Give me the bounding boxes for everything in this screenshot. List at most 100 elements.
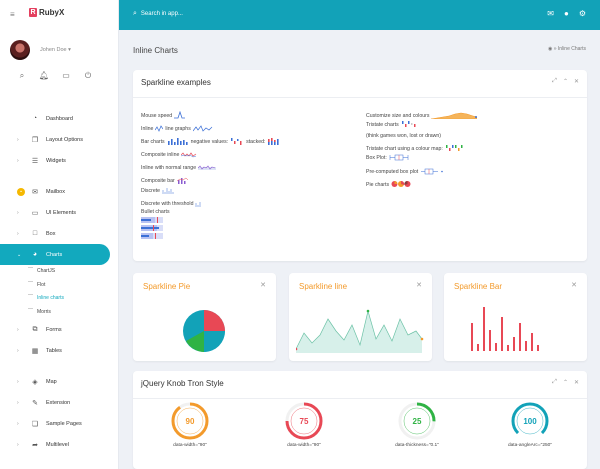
sidebar-item-multilevel[interactable]: › ➦ Multilevel xyxy=(0,434,119,455)
knob-75[interactable]: 75 data-width="90" xyxy=(274,401,334,448)
sidebar-sub-flot[interactable]: — Flot xyxy=(0,279,119,293)
knob-dial[interactable]: 25 xyxy=(397,401,437,441)
search-icon[interactable]: ⌕ xyxy=(19,71,25,80)
close-icon[interactable]: ✕ xyxy=(260,282,266,289)
sidebar-item-ui-elements[interactable]: › ▭ UI Elements xyxy=(0,202,119,223)
sidebar-item-tables[interactable]: › ▦ Tables xyxy=(0,340,119,361)
logo[interactable]: R RubyX xyxy=(29,8,64,17)
knob-dial[interactable]: 100 xyxy=(510,401,550,441)
sidebar-item-dashboard[interactable]: ◔ Dashboard xyxy=(0,108,119,129)
spark-label: Inline xyxy=(141,126,154,132)
spark-row: Inline with normal range xyxy=(141,158,361,171)
pie-charts-spark xyxy=(391,180,411,187)
dash-icon: — xyxy=(28,292,33,298)
expand-icon[interactable]: ⤢ xyxy=(552,78,557,84)
spark-row: Mouse speed xyxy=(141,106,361,119)
sidebar-item-extension[interactable]: › ✎ Extension xyxy=(0,392,119,413)
card-tools: ⤢ ⌃ ✕ xyxy=(546,379,579,386)
brand: ≡ R RubyX xyxy=(0,0,119,30)
knob-value: 25 xyxy=(413,417,422,426)
user-name: Johen Doe ▾ xyxy=(40,47,71,53)
custom-colour-spark xyxy=(431,112,478,119)
user-profile[interactable]: Johen Doe ▾ xyxy=(10,40,71,60)
close-icon[interactable]: ✕ xyxy=(573,79,579,85)
sidebar-item-map[interactable]: › ◈ Map xyxy=(0,371,119,392)
avatar xyxy=(10,40,30,60)
spark-label: Tristate charts xyxy=(366,122,399,128)
spark-label: Bullet charts xyxy=(141,209,170,215)
spark-row: Bar charts negative values: stacked: xyxy=(141,132,361,145)
chevron-right-icon: › xyxy=(17,230,19,237)
sidebar-item-forms[interactable]: › ⧉ Forms xyxy=(0,319,119,340)
sidebar-item-label: Layout Options xyxy=(46,136,83,143)
chevron-right-icon: › xyxy=(17,420,19,427)
chevron-right-icon: › xyxy=(17,157,19,164)
sidebar: ≡ R RubyX Johen Doe ▾ ⌕ 🔔︎ ▭ ⏻ ◔ Dashboa… xyxy=(0,0,119,469)
sidebar-item-label: Box xyxy=(46,230,56,237)
chevron-right-icon: › xyxy=(17,399,19,406)
spark-label: Mouse speed xyxy=(141,113,173,119)
sidebar-sub-label: Morris xyxy=(37,308,51,315)
sidebar-item-label: Charts xyxy=(46,251,63,258)
mail-icon[interactable]: ✉ xyxy=(547,9,554,18)
table-icon: ▦ xyxy=(31,347,39,355)
gear-icon[interactable]: ⚙ xyxy=(578,9,586,18)
close-icon[interactable]: ✕ xyxy=(573,380,579,386)
sidebar-sub-chartjs[interactable]: — ChartJS xyxy=(0,265,119,279)
spark-label: Customize size and colours xyxy=(366,113,430,119)
sidebar-item-box[interactable]: › □ Box xyxy=(0,223,119,244)
precomputed-box-plot-spark xyxy=(421,168,444,175)
collapse-icon[interactable]: ⌃ xyxy=(562,380,568,386)
knob-25[interactable]: 25 data-thickness="0.1" xyxy=(387,401,447,448)
extension-icon: ✎ xyxy=(32,399,38,407)
divider xyxy=(133,97,587,98)
spark-label: Pre-computed box plot xyxy=(366,169,419,175)
divider xyxy=(0,361,119,371)
spark-row: Composite bar xyxy=(141,171,361,184)
knob-value: 100 xyxy=(523,417,537,426)
dash-icon: — xyxy=(28,278,33,285)
hamburger-icon[interactable]: ≡ xyxy=(10,10,15,19)
sidebar-sub-morris[interactable]: — Morris xyxy=(0,306,119,320)
sidebar-item-charts[interactable]: ⌄ ◕ Charts xyxy=(0,244,110,265)
topbar-icons: ✉ ● ⚙ xyxy=(537,9,586,18)
bell-icon[interactable]: 🔔︎ xyxy=(38,71,50,80)
sidebar-item-sample-pages[interactable]: › ❏ Sample Pages xyxy=(0,413,119,434)
knob-dial[interactable]: 90 xyxy=(170,401,210,441)
search-input[interactable]: ⌕ Search in app... xyxy=(133,10,183,18)
sidebar-item-mailbox[interactable]: • ✉ Mailbox xyxy=(0,181,119,202)
eye-icon[interactable]: ◉ xyxy=(547,46,553,52)
page-title: Inline Charts xyxy=(133,46,178,55)
chevron-right-icon: › xyxy=(17,209,19,216)
logo-mark-icon: R xyxy=(29,8,37,17)
knob-card: jQuery Knob Tron Style ⤢ ⌃ ✕ 90 data-wid… xyxy=(133,371,587,469)
sparkline-list-left: Mouse speed Inline line graphs Bar chart… xyxy=(141,106,361,241)
power-icon[interactable]: ⏻ xyxy=(84,71,92,80)
tristate-colourmap-spark xyxy=(445,145,463,151)
knob-100[interactable]: 100 data-angleArc="250" xyxy=(500,401,560,448)
sidebar-item-label: Widgets xyxy=(46,157,66,164)
knob-dial[interactable]: 75 xyxy=(284,401,324,441)
widgets-icon: ☰ xyxy=(31,157,39,165)
knob-90[interactable]: 90 data-width="90" xyxy=(160,401,220,448)
sidebar-menu: ◔ Dashboard › ❐ Layout Options › ☰ Widge… xyxy=(0,108,119,455)
pie-chart xyxy=(183,310,225,352)
composite-bar-spark xyxy=(176,177,188,184)
sidebar-item-widgets[interactable]: › ☰ Widgets xyxy=(0,150,119,171)
close-icon[interactable]: ✕ xyxy=(416,282,422,289)
chat-icon[interactable]: ▭ xyxy=(62,71,70,80)
breadcrumb: ◉ » Inline Charts xyxy=(548,46,586,52)
close-icon[interactable]: ✕ xyxy=(571,282,577,289)
spark-label: Box Plot: xyxy=(366,155,387,161)
collapse-icon[interactable]: ⌃ xyxy=(562,79,568,85)
card-title: jQuery Knob Tron Style xyxy=(141,379,224,388)
sidebar-item-label: Sample Pages xyxy=(46,420,82,427)
user-icon[interactable]: ● xyxy=(563,9,569,18)
negative-bar-spark xyxy=(231,138,242,145)
spark-label: negative values: xyxy=(190,139,229,145)
discrete-threshold-spark xyxy=(196,202,201,207)
divider xyxy=(133,398,587,399)
sidebar-item-layout-options[interactable]: › ❐ Layout Options xyxy=(0,129,119,150)
sidebar-sub-inline-charts[interactable]: — Inline charts xyxy=(0,292,119,306)
expand-icon[interactable]: ⤢ xyxy=(552,379,557,385)
